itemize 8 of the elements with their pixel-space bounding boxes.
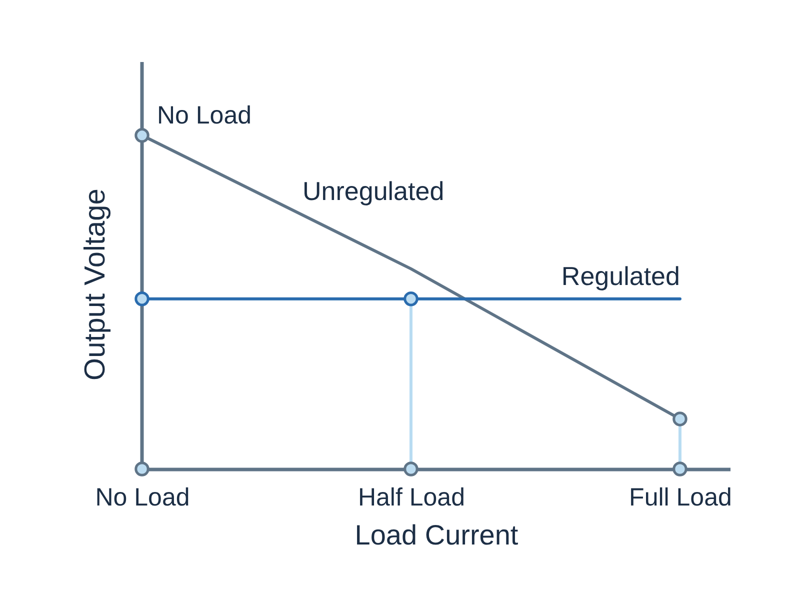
annotation: No Load [157,101,252,130]
y-axis-title: Output Voltage [80,188,112,380]
series-label: Unregulated [302,176,444,206]
x-tick-label: Half Load [358,484,465,512]
x-tick-label: No Load [95,484,190,512]
x-axis-title: Load Current [354,520,518,550]
x-tick-label: Full Load [629,484,732,512]
series-label: Regulated [561,260,680,291]
